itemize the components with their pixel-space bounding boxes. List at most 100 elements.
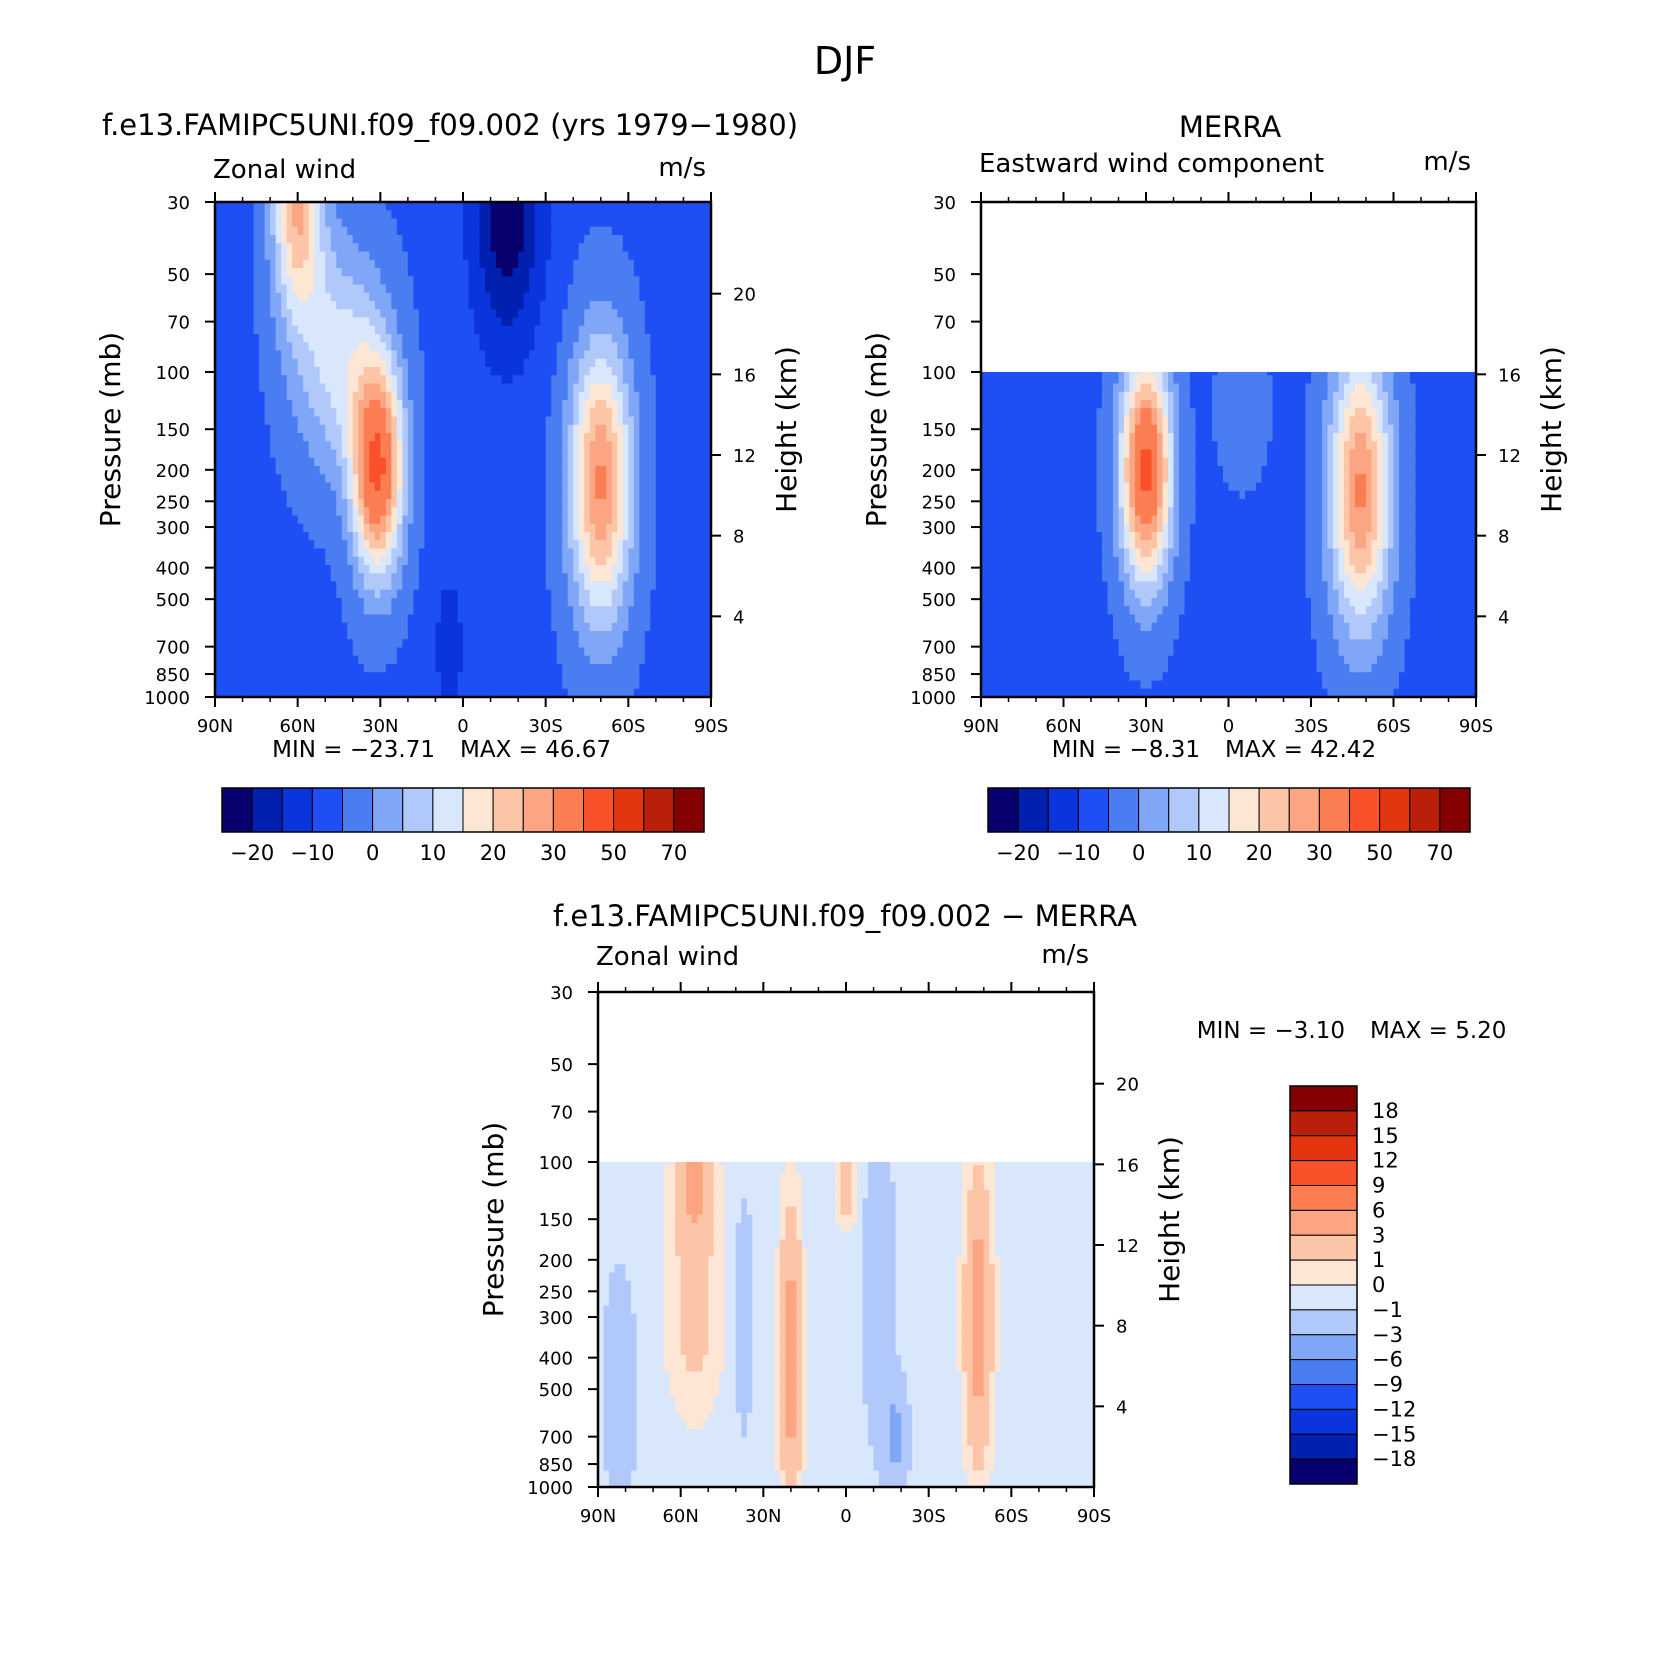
- contour-cell: [496, 218, 503, 228]
- contour-cell: [270, 350, 277, 360]
- contour-cell: [407, 325, 414, 335]
- contour-cell: [496, 235, 503, 244]
- contour-cell: [474, 325, 481, 335]
- contour-cell: [429, 202, 437, 211]
- contour-cell: [490, 515, 497, 525]
- contour-cell: [330, 350, 337, 360]
- contour-cell: [501, 482, 508, 492]
- contour-cell: [358, 622, 365, 632]
- contour-cell: [330, 416, 337, 426]
- contour-cell: [374, 350, 381, 360]
- contour-cell: [270, 482, 277, 492]
- contour-cell: [220, 565, 227, 574]
- contour-cell: [529, 383, 536, 393]
- contour-cell: [518, 515, 525, 525]
- contour-cell: [677, 243, 685, 253]
- contour-cell: [617, 548, 624, 558]
- contour-cell: [633, 416, 640, 426]
- contour-cell: [270, 556, 277, 566]
- contour-cell: [650, 631, 657, 640]
- contour-cell: [264, 532, 271, 541]
- contour-cell: [407, 358, 414, 368]
- contour-cell: [490, 589, 497, 599]
- contour-cell: [705, 482, 712, 492]
- contour-cell: [600, 565, 607, 574]
- contour-cell: [336, 342, 343, 352]
- contour-cell: [352, 606, 359, 616]
- contour-cell: [336, 565, 343, 574]
- contour-cell: [567, 647, 574, 657]
- contour-cell: [424, 218, 431, 228]
- contour-cell: [275, 490, 282, 500]
- contour-cell: [220, 284, 227, 294]
- contour-cell: [226, 548, 233, 558]
- contour-cell: [259, 408, 266, 418]
- contour-cell: [699, 400, 707, 409]
- contour-cell: [347, 259, 354, 269]
- contour-cell: [628, 416, 635, 426]
- contour-cell: [633, 622, 640, 632]
- contour-cell: [446, 556, 453, 566]
- contour-cell: [237, 614, 244, 624]
- contour-cell: [352, 259, 359, 269]
- contour-cell: [683, 375, 690, 385]
- contour-cell: [677, 548, 685, 558]
- contour-cell: [341, 276, 348, 286]
- contour-cell: [363, 309, 370, 319]
- contour-cell: [314, 284, 321, 294]
- contour-cell: [639, 548, 646, 558]
- contour-cell: [385, 301, 392, 310]
- contour-cell: [253, 449, 260, 459]
- contour-cell: [573, 482, 580, 492]
- contour-cell: [584, 622, 591, 632]
- contour-cell: [259, 358, 266, 368]
- contour-cell: [545, 474, 552, 484]
- contour-cell: [534, 507, 541, 517]
- contour-cell: [380, 284, 387, 294]
- contour-cell: [485, 622, 492, 632]
- contour-cell: [363, 284, 370, 294]
- contour-cell: [677, 301, 685, 310]
- contour-cell: [688, 226, 696, 236]
- contour-cell: [672, 606, 679, 616]
- contour-cell: [275, 441, 282, 451]
- contour-cell: [325, 606, 332, 616]
- contour-cell: [650, 251, 657, 261]
- contour-cell: [220, 391, 227, 401]
- contour-cell: [573, 647, 580, 657]
- contour-cell: [330, 235, 337, 244]
- contour-cell: [556, 334, 563, 343]
- contour-cell: [545, 268, 552, 277]
- contour-cell: [275, 268, 282, 277]
- contour-cell: [451, 325, 459, 335]
- contour-cell: [512, 565, 519, 574]
- contour-cell: [490, 259, 497, 269]
- contour-cell: [314, 573, 321, 583]
- contour-cell: [226, 499, 233, 508]
- contour-cell: [699, 433, 707, 442]
- contour-cell: [341, 515, 348, 525]
- contour-cell: [347, 457, 354, 467]
- contour-cell: [655, 622, 662, 632]
- contour-cell: [363, 548, 370, 558]
- contour-cell: [220, 259, 227, 269]
- contour-cell: [303, 598, 310, 607]
- contour-cell: [584, 342, 591, 352]
- contour-cell: [358, 276, 365, 286]
- contour-cell: [600, 342, 607, 352]
- contour-cell: [385, 218, 392, 228]
- contour-cell: [644, 325, 651, 335]
- contour-cell: [231, 391, 238, 401]
- contour-cell: [402, 647, 409, 657]
- contour-cell: [628, 556, 635, 566]
- contour-cell: [562, 449, 569, 459]
- contour-cell: [507, 449, 514, 459]
- contour-cell: [413, 532, 420, 541]
- contour-cell: [341, 581, 348, 591]
- contour-cell: [617, 284, 624, 294]
- contour-cell: [231, 268, 238, 277]
- contour-cell: [699, 581, 707, 591]
- contour-cell: [281, 342, 288, 352]
- contour-cell: [402, 441, 409, 451]
- contour-cell: [463, 573, 470, 583]
